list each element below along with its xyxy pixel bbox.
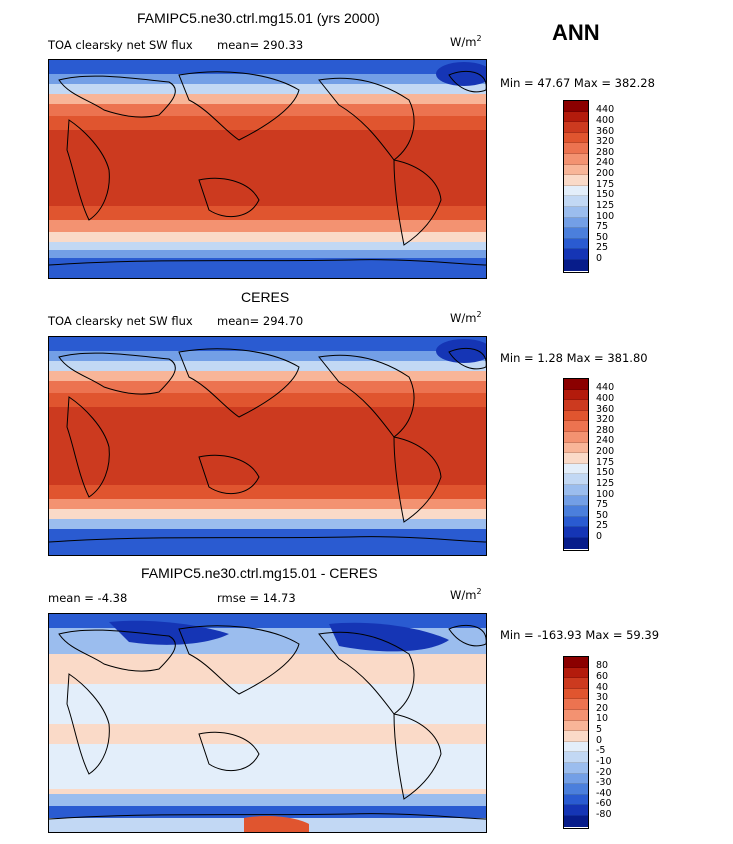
panel3-tick: 20 bbox=[596, 703, 609, 714]
panel2-tick: 175 bbox=[596, 457, 615, 468]
panel2-tick: 240 bbox=[596, 435, 615, 446]
panel1-unit: W/m2 bbox=[450, 34, 482, 49]
panel2-colorbar-ticks: 440 400 360 320 280 240 200 175 150 125 … bbox=[596, 378, 636, 549]
panel1-tick: 175 bbox=[596, 179, 615, 190]
panel1-tick: 440 bbox=[596, 104, 615, 115]
panel2-colorbar bbox=[563, 378, 589, 551]
panel1-tick: 280 bbox=[596, 147, 615, 158]
panel1-tick: 75 bbox=[596, 221, 609, 232]
panel1-tick: 400 bbox=[596, 115, 615, 126]
panel3-tick: 10 bbox=[596, 713, 609, 724]
panel2-tick: 280 bbox=[596, 425, 615, 436]
panel3-tick: -40 bbox=[596, 788, 612, 799]
panel1-tick: 240 bbox=[596, 157, 615, 168]
panel3-tick: -10 bbox=[596, 756, 612, 767]
season-label: ANN bbox=[552, 20, 600, 45]
panel2-variable: TOA clearsky net SW flux bbox=[48, 314, 193, 328]
panel3-rmse: rmse = 14.73 bbox=[217, 591, 296, 605]
panel1-minmax: Min = 47.67 Max = 382.28 bbox=[500, 76, 655, 90]
panel1-variable: TOA clearsky net SW flux bbox=[48, 38, 193, 52]
panel1-tick: 50 bbox=[596, 232, 609, 243]
panel3-field-patches bbox=[49, 614, 486, 832]
panel1-colorbar bbox=[563, 100, 589, 273]
panel3-tick: 0 bbox=[596, 735, 603, 746]
panel3-tick: -30 bbox=[596, 777, 612, 788]
panel2-unit: W/m2 bbox=[450, 310, 482, 325]
panel2-tick: 125 bbox=[596, 478, 615, 489]
panel2-tick: 360 bbox=[596, 404, 615, 415]
panel3-mean: mean = -4.38 bbox=[48, 591, 128, 605]
panel1-title: FAMIPC5.ne30.ctrl.mg15.01 (yrs 2000) bbox=[137, 10, 380, 26]
panel3-tick: -5 bbox=[596, 745, 606, 756]
panel2-tick: 25 bbox=[596, 520, 609, 531]
panel2-map bbox=[48, 336, 487, 556]
panel3-colorbar bbox=[563, 656, 589, 829]
panel1-tick: 320 bbox=[596, 136, 615, 147]
panel3-minmax: Min = -163.93 Max = 59.39 bbox=[500, 628, 660, 642]
panel1-tick: 0 bbox=[596, 253, 603, 264]
panel3-tick: -60 bbox=[596, 798, 612, 809]
panel2-tick: 200 bbox=[596, 446, 615, 457]
panel2-title: CERES bbox=[241, 289, 290, 305]
panel1-tick: 360 bbox=[596, 126, 615, 137]
panel2-tick: 75 bbox=[596, 499, 609, 510]
panel1-tick: 150 bbox=[596, 189, 615, 200]
panel3-tick: 40 bbox=[596, 682, 609, 693]
panel1-mean: mean= 290.33 bbox=[217, 38, 304, 52]
panel3-tick: 5 bbox=[596, 724, 603, 735]
panel2-field-bands bbox=[49, 337, 486, 555]
panel1-tick: 125 bbox=[596, 200, 615, 211]
panel2-tick: 440 bbox=[596, 382, 615, 393]
panel1-map bbox=[48, 59, 487, 279]
panel3-title: FAMIPC5.ne30.ctrl.mg15.01 - CERES bbox=[141, 565, 378, 581]
panel2-coastlines bbox=[49, 347, 486, 543]
panel2-tick: 400 bbox=[596, 393, 615, 404]
panel3-unit: W/m2 bbox=[450, 587, 482, 602]
panel1-field-bands bbox=[49, 60, 486, 278]
panel2-minmax: Min = 1.28 Max = 381.80 bbox=[500, 351, 648, 365]
panel3-tick: -80 bbox=[596, 809, 612, 820]
panel2-tick: 0 bbox=[596, 531, 603, 542]
panel3-tick: 80 bbox=[596, 660, 609, 671]
panel3-tick: -20 bbox=[596, 767, 612, 778]
panel3-colorbar-ticks: 80 60 40 30 20 10 5 0 -5 -10 -20 -30 -40… bbox=[596, 656, 636, 827]
panel2-tick: 50 bbox=[596, 510, 609, 521]
panel1-tick: 25 bbox=[596, 242, 609, 253]
panel2-mean: mean= 294.70 bbox=[217, 314, 304, 328]
panel2-tick: 150 bbox=[596, 467, 615, 478]
panel3-map bbox=[48, 613, 487, 833]
panel1-tick: 100 bbox=[596, 211, 615, 222]
panel1-colorbar-ticks: 440 400 360 320 280 240 200 175 150 125 … bbox=[596, 100, 636, 271]
panel1-tick: 200 bbox=[596, 168, 615, 179]
panel3-tick: 60 bbox=[596, 671, 609, 682]
panel3-tick: 30 bbox=[596, 692, 609, 703]
panel3-coastlines bbox=[49, 624, 486, 820]
panel2-tick: 100 bbox=[596, 489, 615, 500]
panel1-coastlines bbox=[49, 70, 486, 266]
panel2-tick: 320 bbox=[596, 414, 615, 425]
